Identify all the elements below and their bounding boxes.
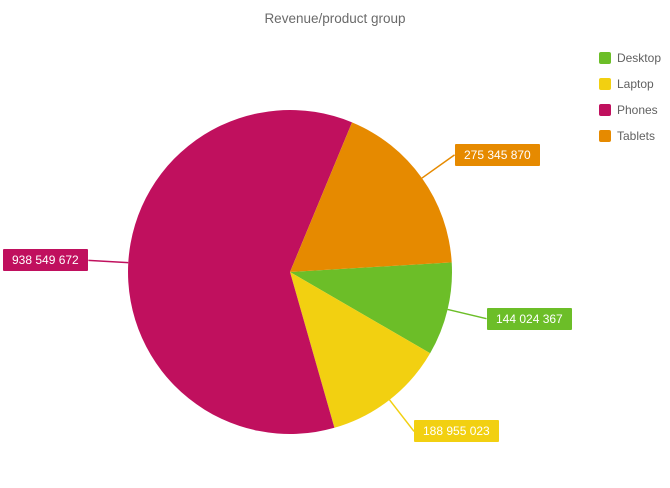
legend-swatch-tablets xyxy=(598,130,611,142)
pie-slice-desktop[interactable] xyxy=(290,262,452,354)
leader-line-laptop xyxy=(388,399,415,432)
legend-swatch-desktop xyxy=(598,52,611,64)
legend-swatch-phones xyxy=(598,104,611,116)
legend-item-phones[interactable]: Phones xyxy=(598,103,661,117)
pie-slice-phones[interactable] xyxy=(128,110,353,435)
legend-label-phones: Phones xyxy=(616,103,658,117)
legend-item-laptop[interactable]: Laptop xyxy=(598,77,661,91)
data-label-phones: 938 549 672 xyxy=(3,249,88,271)
data-label-desktop: 144 024 367 xyxy=(487,308,572,330)
legend-item-desktop[interactable]: Desktop xyxy=(598,51,661,65)
legend-item-tablets[interactable]: Tablets xyxy=(598,129,661,143)
data-label-tablets: 275 345 870 xyxy=(455,144,540,166)
legend-label-desktop: Desktop xyxy=(616,51,661,65)
chart-title: Revenue/product group xyxy=(264,11,406,26)
pie-slice-tablets[interactable] xyxy=(290,122,452,272)
legend-label-tablets: Tablets xyxy=(616,129,655,143)
leader-line-phones xyxy=(88,259,129,264)
leader-line-tablets xyxy=(421,154,456,179)
legend-swatch-laptop xyxy=(598,78,611,90)
legend-label-laptop: Laptop xyxy=(616,77,654,91)
legend: Desktop Laptop Phones Tablets xyxy=(598,51,661,155)
leader-line-desktop xyxy=(447,308,487,320)
data-label-laptop: 188 955 023 xyxy=(414,420,499,442)
pie-slice-laptop[interactable] xyxy=(290,272,431,428)
